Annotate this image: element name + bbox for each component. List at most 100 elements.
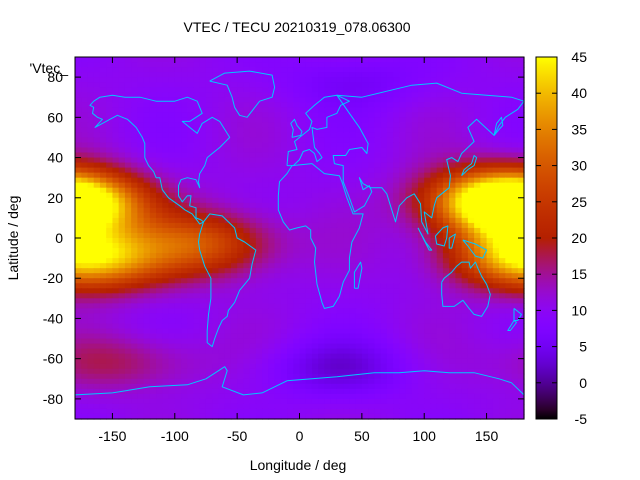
heatmap-cell bbox=[99, 248, 107, 254]
heatmap-cell bbox=[393, 373, 400, 380]
heatmap-cell bbox=[268, 298, 276, 304]
heatmap-cell bbox=[393, 343, 400, 350]
heatmap-cell bbox=[380, 62, 388, 68]
heatmap-cell bbox=[287, 122, 294, 128]
heatmap-cell bbox=[343, 102, 350, 108]
heatmap-cell bbox=[461, 82, 469, 88]
heatmap-cell bbox=[436, 323, 444, 330]
heatmap-cell bbox=[336, 222, 344, 229]
heatmap-cell bbox=[237, 353, 244, 360]
heatmap-cell bbox=[436, 132, 444, 139]
heatmap-cell bbox=[143, 303, 151, 309]
heatmap-cell bbox=[218, 283, 226, 289]
heatmap-cell bbox=[143, 87, 151, 93]
heatmap-cell bbox=[517, 127, 525, 134]
heatmap-cell bbox=[405, 117, 413, 123]
heatmap-cell bbox=[124, 137, 132, 144]
heatmap-cell bbox=[205, 278, 213, 284]
heatmap-cell bbox=[343, 72, 350, 78]
heatmap-cell bbox=[124, 147, 132, 154]
heatmap-cell bbox=[193, 232, 201, 239]
heatmap-cell bbox=[492, 227, 500, 234]
heatmap-cell bbox=[230, 57, 238, 63]
heatmap-cell bbox=[131, 87, 138, 93]
heatmap-cell bbox=[355, 303, 363, 309]
heatmap-cell bbox=[174, 358, 182, 365]
heatmap-cell bbox=[268, 238, 276, 244]
heatmap-cell bbox=[417, 197, 425, 204]
heatmap-cell bbox=[355, 268, 363, 274]
heatmap-cell bbox=[112, 248, 120, 254]
heatmap-cell bbox=[330, 383, 338, 390]
heatmap-cell bbox=[380, 308, 388, 315]
heatmap-cell bbox=[480, 333, 488, 340]
heatmap-cell bbox=[224, 393, 232, 400]
heatmap-cell bbox=[374, 338, 382, 345]
heatmap-cell bbox=[230, 167, 238, 174]
heatmap-cell bbox=[193, 152, 201, 159]
heatmap-cell bbox=[93, 62, 101, 68]
heatmap-cell bbox=[137, 147, 145, 154]
heatmap-cell bbox=[287, 92, 294, 98]
heatmap-cell bbox=[330, 258, 338, 264]
heatmap-cell bbox=[318, 368, 326, 375]
heatmap-cell bbox=[237, 288, 244, 294]
heatmap-cell bbox=[499, 293, 506, 299]
heatmap-cell bbox=[230, 373, 238, 380]
heatmap-cell bbox=[249, 82, 257, 88]
heatmap-cell bbox=[262, 308, 269, 315]
heatmap-cell bbox=[424, 393, 432, 400]
heatmap-cell bbox=[368, 147, 375, 154]
heatmap-cell bbox=[280, 258, 288, 264]
heatmap-cell bbox=[474, 232, 481, 239]
heatmap-cell bbox=[124, 313, 132, 320]
heatmap-cell bbox=[81, 142, 89, 149]
heatmap-cell bbox=[305, 92, 313, 98]
heatmap-cell bbox=[393, 238, 400, 244]
heatmap-cell bbox=[492, 253, 500, 259]
heatmap-cell bbox=[393, 348, 400, 355]
heatmap-cell bbox=[81, 313, 89, 320]
heatmap-cell bbox=[137, 192, 145, 199]
heatmap-cell bbox=[212, 172, 220, 179]
heatmap-cell bbox=[137, 222, 145, 229]
heatmap-cell bbox=[318, 67, 326, 73]
heatmap-cell bbox=[368, 122, 375, 128]
heatmap-cell bbox=[455, 318, 463, 325]
heatmap-cell bbox=[380, 177, 388, 184]
heatmap-cell bbox=[336, 187, 344, 194]
heatmap-cell bbox=[212, 152, 220, 159]
heatmap-cell bbox=[318, 303, 326, 309]
heatmap-cell bbox=[336, 328, 344, 335]
heatmap-cell bbox=[205, 222, 213, 229]
heatmap-cell bbox=[455, 107, 463, 113]
heatmap-cell bbox=[405, 107, 413, 113]
heatmap-cell bbox=[237, 152, 244, 159]
heatmap-cell bbox=[87, 378, 95, 385]
heatmap-cell bbox=[99, 182, 107, 189]
heatmap-cell bbox=[187, 97, 195, 103]
heatmap-cell bbox=[280, 248, 288, 254]
heatmap-cell bbox=[318, 333, 326, 340]
heatmap-cell bbox=[75, 328, 82, 335]
heatmap-cell bbox=[368, 207, 375, 214]
heatmap-cell bbox=[405, 77, 413, 83]
heatmap-cell bbox=[330, 187, 338, 194]
heatmap-cell bbox=[467, 107, 475, 113]
heatmap-cell bbox=[224, 202, 232, 209]
heatmap-cell bbox=[181, 67, 188, 73]
heatmap-cell bbox=[330, 72, 338, 78]
heatmap-cell bbox=[424, 338, 432, 345]
heatmap-cell bbox=[299, 368, 307, 375]
heatmap-cell bbox=[361, 368, 369, 375]
heatmap-cell bbox=[274, 268, 282, 274]
heatmap-cell bbox=[162, 177, 170, 184]
heatmap-cell bbox=[287, 152, 294, 159]
heatmap-cell bbox=[499, 82, 506, 88]
heatmap-cell bbox=[193, 358, 201, 365]
heatmap-cell bbox=[131, 348, 138, 355]
heatmap-cell bbox=[262, 232, 269, 239]
heatmap-cell bbox=[293, 92, 301, 98]
heatmap-cell bbox=[218, 338, 226, 345]
heatmap-cell bbox=[505, 283, 513, 289]
